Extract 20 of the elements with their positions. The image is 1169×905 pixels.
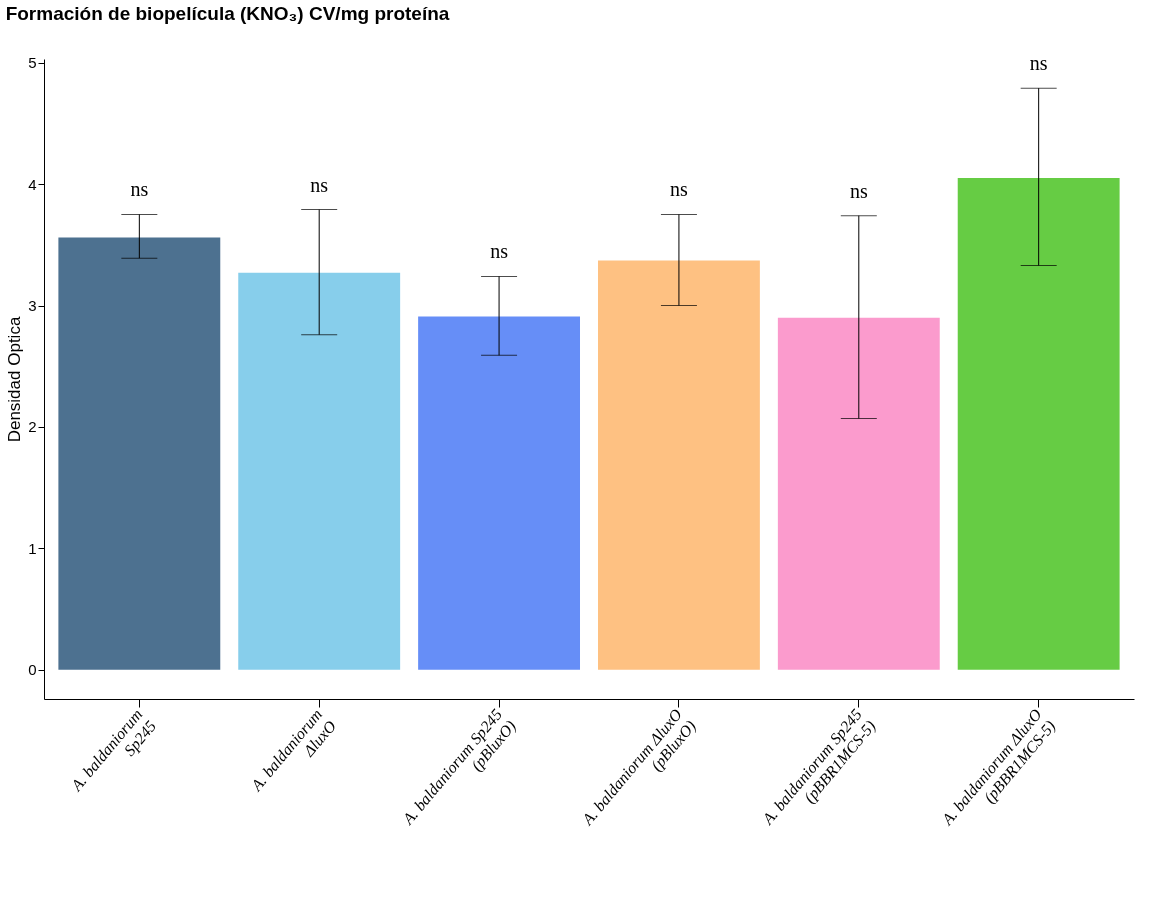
y-tick-label: 5 (28, 54, 37, 72)
annotation: ns (310, 173, 329, 196)
bar (957, 178, 1120, 670)
annotation: ns (130, 178, 149, 201)
bar (238, 272, 401, 670)
bar (597, 260, 760, 670)
annotation: ns (849, 179, 868, 202)
annotation: ns (490, 240, 509, 263)
annotation: ns (1029, 52, 1048, 75)
chart-title: Formación de biopelícula (KNO₃) CV/mg proteína (5, 3, 450, 25)
y-tick-label: 0 (28, 661, 37, 679)
bar (777, 317, 940, 670)
y-tick-label: 1 (28, 539, 37, 557)
annotation: ns (670, 178, 689, 201)
y-tick-label: 4 (28, 175, 37, 193)
bar (58, 237, 221, 670)
y-tick-label: 3 (28, 297, 37, 315)
y-axis-title: Densidad Optica (5, 316, 25, 443)
y-tick-label: 2 (28, 418, 37, 436)
bar (418, 316, 581, 670)
